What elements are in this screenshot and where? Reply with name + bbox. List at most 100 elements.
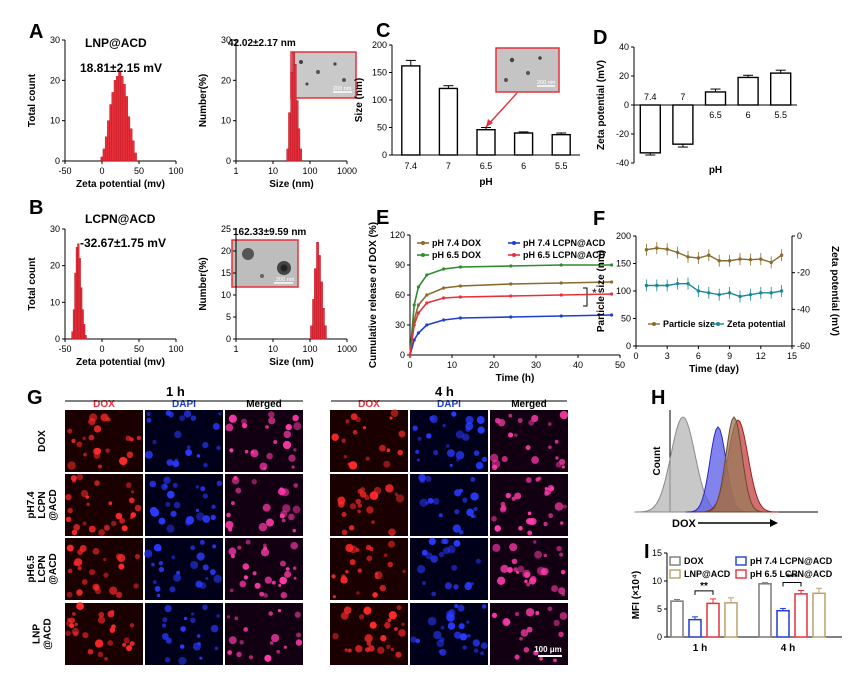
g-col-label: DOX	[93, 399, 115, 410]
f-y2tick-label: -60	[797, 341, 810, 351]
chart-d-zeta: -40 -20 0 20 40 Zeta potential (mV) pH 7.4 7 6.5 6…	[596, 42, 797, 176]
g-cell	[293, 422, 302, 431]
g-cell	[524, 579, 528, 583]
C-ylabel: Size (nm)	[354, 78, 365, 122]
g-cell	[264, 654, 272, 662]
g-cell	[77, 565, 82, 571]
g-cell	[263, 466, 267, 470]
g-cell	[176, 570, 181, 575]
g-cell	[520, 629, 529, 637]
g-cell	[202, 604, 208, 611]
B-right-xtick-label: 1000	[337, 344, 357, 354]
g-cell	[527, 518, 535, 525]
g-cell	[362, 426, 366, 430]
g-cell	[363, 606, 372, 615]
g-cell	[454, 509, 460, 515]
g-cell	[559, 552, 564, 557]
E-xtick-label: 30	[531, 360, 541, 370]
g-cell	[89, 413, 98, 422]
g-cell	[226, 615, 231, 619]
g-cell	[235, 487, 242, 494]
g-cell	[332, 632, 339, 640]
g-cell	[285, 567, 290, 571]
g-cell	[491, 516, 497, 522]
g-cell	[343, 606, 352, 615]
g-cell	[475, 461, 484, 470]
A-left-ytick-label: 10	[50, 116, 60, 126]
g-cell	[103, 557, 107, 562]
A-right-xtick-label: 1	[233, 166, 238, 176]
g-cell	[527, 530, 533, 536]
g-cell	[152, 439, 157, 445]
g-cell	[467, 634, 471, 638]
g-cell	[118, 563, 125, 570]
c-bar	[438, 87, 459, 156]
g-cell	[296, 632, 302, 638]
e-series-line	[409, 314, 612, 356]
g-cell	[425, 501, 429, 505]
g-row-label-line: pH6.5	[26, 555, 37, 583]
g-row-label: LNP@ACD	[32, 618, 54, 649]
g-cell	[559, 458, 566, 465]
f-y2tick-label: -20	[797, 268, 810, 278]
g-cell	[387, 540, 395, 548]
e-legend-marker	[512, 241, 516, 245]
g-cell	[163, 484, 168, 489]
g-cell	[89, 569, 96, 576]
f-point	[665, 283, 669, 288]
panel-label-h: H	[651, 387, 665, 409]
h-arrow-head	[770, 519, 778, 527]
A-right-bar	[299, 148, 302, 162]
i-category: 1 h	[693, 643, 707, 654]
g-cell	[475, 558, 481, 564]
g-cell	[494, 525, 502, 532]
g-cell	[173, 573, 182, 582]
g-cell	[496, 576, 506, 585]
g-cell	[384, 622, 391, 629]
d-category: 7	[680, 92, 685, 102]
f-point	[644, 283, 649, 288]
g-cell	[441, 538, 447, 545]
g-cell	[503, 618, 511, 626]
g-cell	[476, 416, 485, 424]
f-legend-label: Zeta potential	[727, 319, 786, 329]
B-left-bar	[83, 324, 86, 340]
g-cell	[438, 649, 442, 654]
g-cell	[560, 569, 566, 575]
g-cell	[341, 574, 346, 579]
g-cell	[481, 456, 488, 463]
g-cell	[553, 658, 557, 663]
g-cell	[369, 491, 379, 500]
g-cell	[410, 636, 417, 643]
g-cell	[415, 449, 420, 454]
g-cell	[71, 612, 76, 616]
g-cell	[466, 581, 472, 587]
I-ytick-label: 5	[657, 604, 662, 614]
g-cell	[92, 447, 100, 455]
g-cell	[394, 492, 399, 496]
f-point	[727, 291, 732, 295]
e-legend-label: pH 6.5 LCPN@ACD	[523, 250, 606, 260]
g-cell	[69, 617, 75, 624]
F-ytick-label: 0	[626, 341, 631, 351]
g-cell	[158, 566, 165, 573]
d-bar	[770, 72, 792, 106]
g-cell	[190, 617, 196, 623]
g-cell	[71, 627, 80, 636]
B-left-xtick-label: 100	[168, 344, 183, 354]
g-cell	[97, 464, 103, 469]
e-series-point	[610, 280, 614, 284]
E-ytick-label: 0	[400, 350, 405, 360]
g-cell	[507, 566, 513, 573]
g-cell	[119, 517, 125, 524]
d-bar	[737, 76, 759, 106]
g-cell	[79, 544, 87, 553]
B-left-bar	[84, 335, 87, 340]
g-cell	[123, 637, 130, 644]
g-cell	[202, 493, 208, 499]
g-cell	[76, 602, 84, 611]
g-cell	[364, 494, 370, 501]
g-cell	[509, 543, 518, 552]
g-cell	[457, 604, 465, 612]
g-cell	[499, 506, 507, 513]
